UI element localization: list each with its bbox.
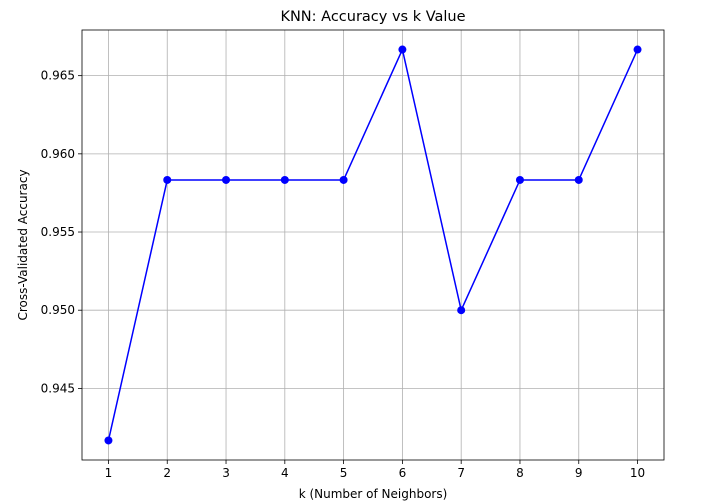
- plot-frame: [81, 29, 665, 461]
- x-tick-label: 10: [630, 466, 645, 480]
- x-tick-label: 4: [281, 466, 289, 480]
- y-tick-label: 0.950: [41, 303, 75, 317]
- y-tick-label: 0.960: [41, 147, 75, 161]
- x-tick-label: 7: [457, 466, 465, 480]
- x-axis-title: k (Number of Neighbors): [299, 487, 448, 501]
- data-point: [515, 175, 524, 184]
- y-tick-label: 0.965: [41, 69, 75, 83]
- y-tick-label: 0.945: [41, 381, 75, 395]
- x-tick-label: 9: [575, 466, 583, 480]
- data-point: [574, 175, 583, 184]
- data-point: [280, 175, 289, 184]
- y-axis: 0.945 0.950 0.955 0.960 0.965: [41, 69, 82, 395]
- y-tick-label: 0.955: [41, 225, 75, 239]
- data-point: [222, 175, 231, 184]
- x-tick-label: 3: [222, 466, 230, 480]
- data-point: [104, 436, 113, 445]
- x-tick-label: 2: [163, 466, 171, 480]
- data-point: [633, 45, 642, 54]
- x-tick-label: 1: [105, 466, 113, 480]
- chart-title: KNN: Accuracy vs k Value: [280, 9, 465, 25]
- y-axis-title: Cross-Validated Accuracy: [16, 169, 30, 320]
- data-point: [163, 175, 172, 184]
- x-tick-label: 5: [340, 466, 348, 480]
- grid: [82, 30, 664, 460]
- x-axis: 1 2 3 4 5 6 7 8 9 10: [105, 460, 645, 480]
- series: [104, 45, 642, 445]
- x-tick-label: 8: [516, 466, 524, 480]
- x-tick-label: 6: [399, 466, 407, 480]
- series-line: [107, 48, 639, 441]
- data-point: [457, 306, 466, 315]
- data-point: [339, 175, 348, 184]
- data-point: [398, 45, 407, 54]
